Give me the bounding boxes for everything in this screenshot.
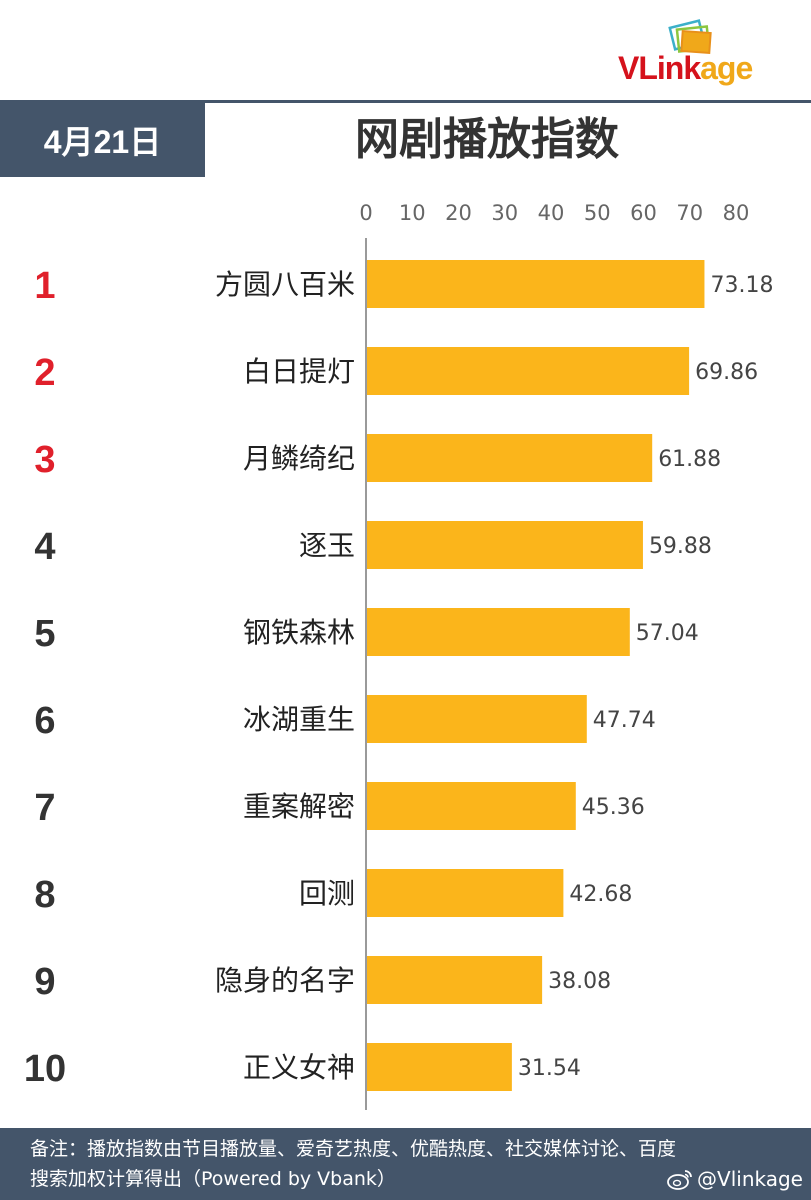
data-label: 47.74 <box>593 708 656 733</box>
data-label: 61.88 <box>658 447 721 472</box>
rank-number: 1 <box>34 265 55 307</box>
bar <box>367 608 630 656</box>
logo-frames-icon <box>668 19 712 55</box>
data-label: 69.86 <box>695 360 758 385</box>
bar <box>367 521 643 569</box>
data-label: 38.08 <box>548 969 611 994</box>
footer: 备注：播放指数由节目播放量、爱奇艺热度、优酷热度、社交媒体讨论、百度搜索加权计算… <box>0 1128 811 1200</box>
x-tick-label: 40 <box>538 201 565 225</box>
category-label: 冰湖重生 <box>243 703 355 736</box>
rank-number: 5 <box>34 613 55 655</box>
category-label: 月鳞绮纪 <box>243 442 355 475</box>
rank-number: 10 <box>24 1048 66 1090</box>
data-label: 59.88 <box>649 534 712 559</box>
rank-number: 7 <box>34 787 55 829</box>
rank-number: 2 <box>34 352 55 394</box>
data-label: 42.68 <box>569 882 632 907</box>
x-tick-label: 20 <box>445 201 472 225</box>
date-label: 4月21日 <box>43 124 162 160</box>
rank-number: 9 <box>34 961 55 1003</box>
data-label: 73.18 <box>710 273 773 298</box>
bar <box>367 1043 512 1091</box>
rank-number: 4 <box>34 526 55 568</box>
category-label: 回测 <box>299 877 355 910</box>
x-tick-label: 10 <box>399 201 426 225</box>
social-handle: @Vlinkage <box>697 1167 803 1191</box>
logo-text: VLinkage <box>618 50 753 87</box>
data-label: 45.36 <box>582 795 645 820</box>
x-tick-label: 0 <box>359 201 372 225</box>
x-tick-label: 60 <box>630 201 657 225</box>
footer-note: 备注：播放指数由节目播放量、爱奇艺热度、优酷热度、社交媒体讨论、百度搜索加权计算… <box>30 1138 677 1190</box>
category-label: 方圆八百米 <box>215 268 355 301</box>
category-label: 钢铁森林 <box>243 616 355 649</box>
x-tick-label: 30 <box>491 201 518 225</box>
rank-number: 6 <box>34 700 55 742</box>
category-label: 正义女神 <box>243 1051 355 1084</box>
category-label: 隐身的名字 <box>215 964 355 997</box>
x-tick-label: 80 <box>723 201 750 225</box>
category-label: 白日提灯 <box>243 355 355 388</box>
logo-text-prefix: VLink <box>618 50 701 86</box>
bar <box>367 695 587 743</box>
bar <box>367 347 690 395</box>
bar <box>367 782 576 830</box>
rank-number: 3 <box>34 439 55 481</box>
data-label: 57.04 <box>636 621 699 646</box>
x-tick-label: 50 <box>584 201 611 225</box>
category-label: 重案解密 <box>243 790 355 823</box>
vlinkage-logo: VLinkage <box>618 10 808 90</box>
bar <box>367 434 653 482</box>
rank-number: 8 <box>34 874 55 916</box>
weibo-icon <box>667 1170 692 1190</box>
chart-title: 网剧播放指数 <box>355 114 619 165</box>
date-badge: 4月21日 <box>0 103 205 177</box>
logo-text-suffix: age <box>700 50 753 86</box>
chart-canvas: 0 10 20 30 40 50 60 70 80 1 方圆八百米 73.18 2 白日提灯 69.86 3 月… <box>24 201 773 1110</box>
data-label: 31.54 <box>518 1056 581 1081</box>
bar <box>367 956 543 1004</box>
footer-social[interactable]: @Vlinkage <box>667 1164 803 1194</box>
bar <box>367 260 705 308</box>
bar-chart: 0 10 20 30 40 50 60 70 80 1 方圆八百米 73.18 2 白日提灯 69.86 3 月… <box>0 190 811 1120</box>
category-label: 逐玉 <box>299 529 355 562</box>
x-tick-label: 70 <box>676 201 703 225</box>
bar <box>367 869 564 917</box>
